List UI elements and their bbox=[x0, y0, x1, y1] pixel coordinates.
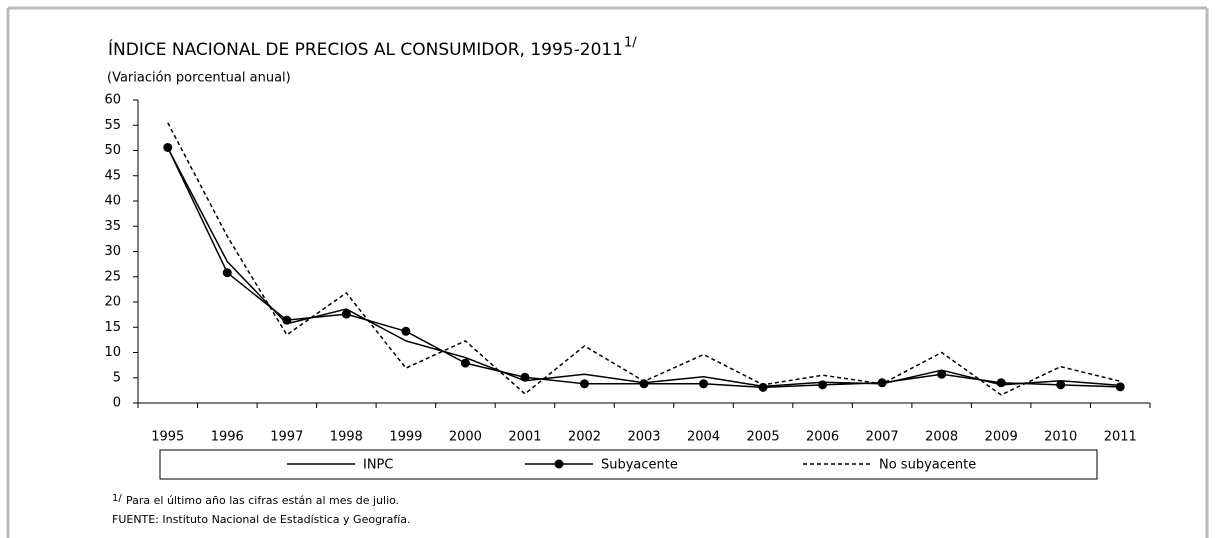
y-tick-label: 20 bbox=[104, 295, 121, 310]
legend-marker bbox=[554, 459, 564, 469]
series-marker bbox=[639, 379, 649, 389]
x-tick-label: 2006 bbox=[806, 430, 839, 445]
series-marker bbox=[341, 309, 351, 319]
y-tick-label: 50 bbox=[104, 143, 121, 158]
x-tick-label: 2001 bbox=[508, 430, 541, 445]
series-marker bbox=[222, 268, 232, 278]
x-tick-label: 2010 bbox=[1044, 430, 1077, 445]
x-tick-label: 2009 bbox=[985, 430, 1018, 445]
series-marker bbox=[282, 315, 292, 325]
series-marker bbox=[460, 358, 470, 368]
y-tick-label: 60 bbox=[104, 93, 121, 108]
x-tick-label: 1996 bbox=[211, 430, 244, 445]
x-tick-label: 1995 bbox=[151, 430, 184, 445]
x-tick-label: 2008 bbox=[925, 430, 958, 445]
series-marker bbox=[579, 379, 589, 389]
x-tick-label: 2011 bbox=[1104, 430, 1137, 445]
y-tick-label: 5 bbox=[113, 370, 121, 385]
y-tick-label: 55 bbox=[104, 118, 121, 133]
x-tick-label: 2003 bbox=[627, 430, 660, 445]
series-marker bbox=[163, 142, 173, 152]
legend-label: No subyacente bbox=[879, 458, 976, 473]
chart-subtitle: (Variación porcentual anual) bbox=[107, 71, 291, 86]
y-tick-label: 25 bbox=[104, 269, 121, 284]
x-tick-label: 1998 bbox=[330, 430, 363, 445]
series-line bbox=[167, 147, 1121, 389]
y-tick-label: 15 bbox=[104, 320, 121, 335]
y-tick-label: 30 bbox=[104, 244, 121, 259]
series-marker bbox=[401, 326, 411, 336]
y-tick-label: 0 bbox=[113, 396, 121, 411]
x-tick-label: 1997 bbox=[270, 430, 303, 445]
series-line bbox=[167, 122, 1121, 396]
series-marker bbox=[818, 380, 828, 390]
source: FUENTE: Instituto Nacional de Estadístic… bbox=[112, 513, 410, 526]
legend-box bbox=[159, 449, 1098, 480]
series-line bbox=[167, 147, 1121, 388]
y-tick-label: 40 bbox=[104, 194, 121, 209]
x-tick-label: 2004 bbox=[687, 430, 720, 445]
footnote-mark: 1/ bbox=[112, 493, 122, 504]
series-marker bbox=[1056, 380, 1066, 390]
series-marker bbox=[877, 378, 887, 388]
y-tick-label: 10 bbox=[104, 345, 121, 360]
series-marker bbox=[699, 379, 709, 389]
x-tick-label: 1999 bbox=[389, 430, 422, 445]
chart-title: ÍNDICE NACIONAL DE PRECIOS AL CONSUMIDOR… bbox=[108, 38, 623, 60]
series-marker bbox=[1115, 382, 1125, 392]
x-tick-label: 2000 bbox=[449, 430, 482, 445]
series-marker bbox=[520, 372, 530, 382]
y-tick-label: 35 bbox=[104, 219, 121, 234]
legend-label: INPC bbox=[363, 458, 393, 473]
x-tick-label: 2005 bbox=[747, 430, 780, 445]
y-tick-label: 45 bbox=[104, 168, 121, 183]
x-tick-label: 2007 bbox=[866, 430, 899, 445]
series-marker bbox=[996, 378, 1006, 388]
series-marker bbox=[758, 382, 768, 392]
x-tick-label: 2002 bbox=[568, 430, 601, 445]
title-note: 1/ bbox=[624, 36, 637, 51]
footnote: Para el último año las cifras están al m… bbox=[126, 494, 399, 507]
legend-label: Subyacente bbox=[601, 458, 678, 473]
series-marker bbox=[937, 369, 947, 379]
